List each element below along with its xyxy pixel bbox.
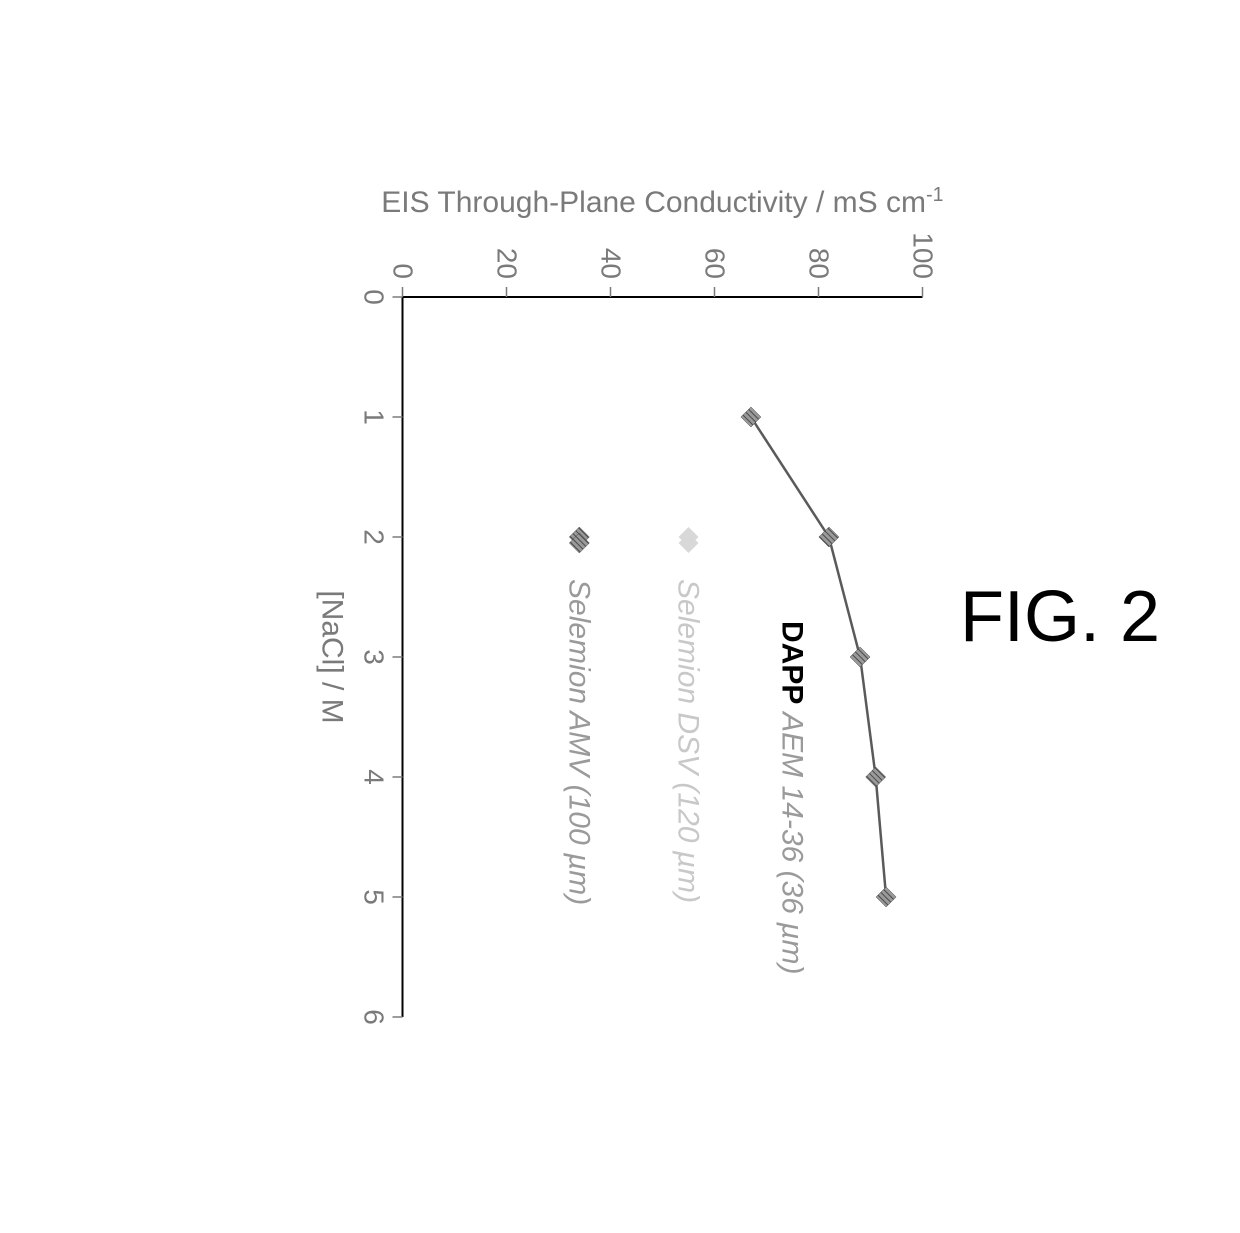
data-marker — [741, 407, 761, 427]
conductivity-chart: 0123456020406080100[NaCl] / MEIS Through… — [303, 167, 943, 1067]
y-tick-label: 40 — [596, 247, 627, 278]
x-tick-label: 0 — [359, 289, 390, 305]
legend-label: DAPP AEM 14-36 (36 µm) — [776, 621, 809, 975]
legend-label: Selemion AMV (100 µm) — [562, 579, 595, 905]
data-marker — [866, 767, 886, 787]
legend-label: Selemion DSV (120 µm) — [672, 579, 705, 903]
y-tick-label: 60 — [700, 247, 731, 278]
x-tick-label: 1 — [359, 409, 390, 425]
x-tick-label: 4 — [359, 769, 390, 785]
y-tick-label: 20 — [492, 247, 523, 278]
data-marker — [876, 887, 896, 907]
chart-container: 0123456020406080100[NaCl] / MEIS Through… — [298, 167, 943, 1067]
y-tick-label: 0 — [388, 263, 419, 279]
y-tick-label: 80 — [804, 247, 835, 278]
x-tick-label: 2 — [359, 529, 390, 545]
x-tick-label: 3 — [359, 649, 390, 665]
figure-label: FIG. 2 — [960, 576, 1160, 658]
data-marker — [850, 647, 870, 667]
y-tick-label: 100 — [908, 232, 939, 279]
x-tick-label: 5 — [359, 889, 390, 905]
x-axis-label: [NaCl] / M — [316, 590, 349, 723]
y-axis-label: EIS Through-Plane Conductivity / mS cm-1 — [381, 184, 942, 219]
x-tick-label: 6 — [359, 1009, 390, 1025]
data-marker — [819, 527, 839, 547]
